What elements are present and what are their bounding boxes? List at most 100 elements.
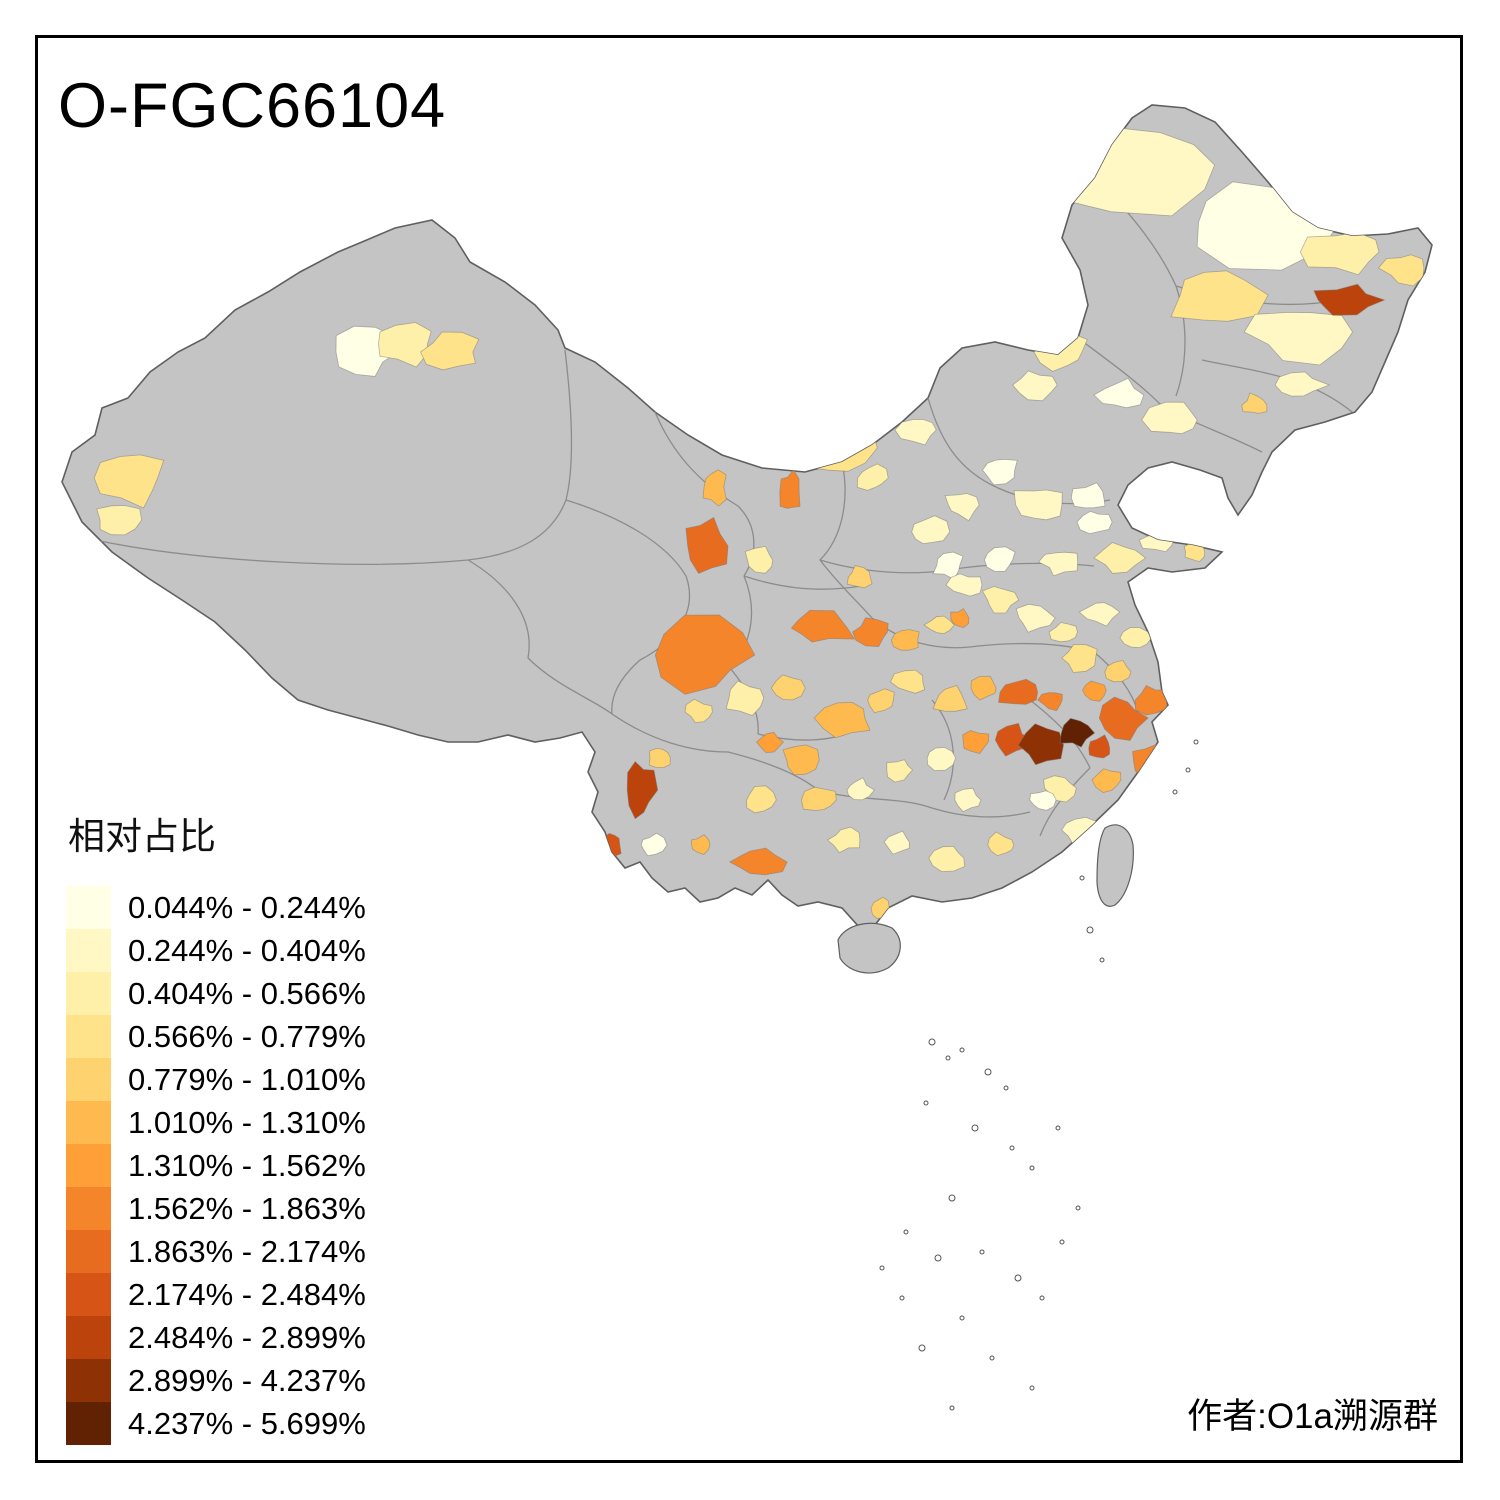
map-region [962,730,990,754]
map-region [826,826,861,854]
map-region [1241,392,1268,414]
province-border-line [743,575,863,590]
map-region [998,678,1039,705]
map-region [1082,680,1107,702]
map-region [728,847,788,876]
islet [928,1038,936,1046]
province-border-line [94,349,573,565]
map-region [96,505,143,536]
map-title: O-FGC66104 [58,71,447,141]
province-border-line [467,559,613,715]
map-region [1061,643,1098,673]
legend-item: 1.863% - 2.174% [66,1230,486,1273]
map-region [93,454,165,509]
map-region [420,331,480,371]
legend-item: 1.010% - 1.310% [66,1101,486,1144]
map-region [640,832,668,857]
legend-label: 1.863% - 2.174% [128,1233,366,1269]
map-region [1059,717,1096,748]
legend-swatch [66,1230,111,1273]
legend-swatch [66,929,111,972]
map-region [852,617,889,648]
legend-label: 2.484% - 2.899% [128,1319,366,1355]
islet [949,1405,955,1411]
legend-swatch [66,1101,111,1144]
islet [979,1249,985,1255]
map-region [1037,551,1079,577]
legend-items: 0.044% - 0.244% 0.244% - 0.404% 0.404% - 0… [66,886,486,1445]
legend-label: 2.899% - 4.237% [128,1362,366,1398]
islet [923,1100,929,1106]
islet [959,1315,965,1321]
map-region [1070,482,1106,509]
map-region [685,516,729,574]
map-region [1012,370,1058,402]
map-region [1048,622,1078,643]
map-region [702,469,727,507]
legend-label: 0.244% - 0.404% [128,932,366,968]
legend-item: 2.174% - 2.484% [66,1273,486,1316]
legend-item: 0.244% - 0.404% [66,929,486,972]
map-region [1377,254,1425,287]
map-region [1169,708,1189,725]
islet [971,1124,979,1132]
legend-swatch [66,972,111,1015]
legend-swatch [66,1058,111,1101]
south-china-sea-islands [879,739,1199,1411]
map-region [1015,603,1056,633]
map-region [626,760,659,820]
islet [1039,1295,1045,1301]
map-region [1078,602,1121,627]
map-region [856,463,889,491]
islet [1185,767,1191,773]
legend-item: 1.310% - 1.562% [66,1144,486,1187]
islet [1099,957,1105,963]
hainan-island [837,922,901,974]
map-region [744,545,774,574]
map-region [770,674,806,701]
map-region [928,845,966,873]
map-region [981,586,1020,614]
legend-label: 0.779% - 1.010% [128,1061,366,1097]
map-region [648,747,671,768]
map-region [1013,489,1063,521]
map-region [1029,790,1057,811]
map-region [926,746,957,771]
map-region [779,469,801,509]
legend-label: 4.237% - 5.699% [128,1405,366,1441]
map-region [987,831,1015,857]
map-region [813,702,871,739]
islet [1193,739,1199,745]
legend-item: 4.237% - 5.699% [66,1402,486,1445]
islet [1029,1385,1035,1391]
map-region [846,777,875,801]
map-region [782,744,820,776]
map-region [1119,627,1152,649]
map-region [1274,371,1331,397]
legend-item: 1.562% - 1.863% [66,1187,486,1230]
map-region [755,731,785,754]
map-region [944,493,980,522]
legend-label: 2.174% - 2.484% [128,1276,366,1312]
map-region [894,418,937,446]
legend-swatch [66,1359,111,1402]
map-region [981,458,1018,486]
islet [1059,1239,1065,1245]
map-region [654,614,756,695]
map-region [846,565,873,589]
map-region [1313,283,1386,316]
legend-swatch [66,1316,111,1359]
islet [1055,1125,1061,1131]
legend-label: 0.566% - 0.779% [128,1018,366,1054]
map-region [883,830,910,855]
legend-swatch [66,1402,111,1445]
province-border-line [611,713,819,791]
province-border-line [565,499,691,715]
islet [989,1355,995,1361]
map-region [1134,684,1170,716]
map-region [1091,768,1122,794]
map-region [890,669,926,694]
map-region [1088,734,1111,759]
map-region [861,385,895,409]
